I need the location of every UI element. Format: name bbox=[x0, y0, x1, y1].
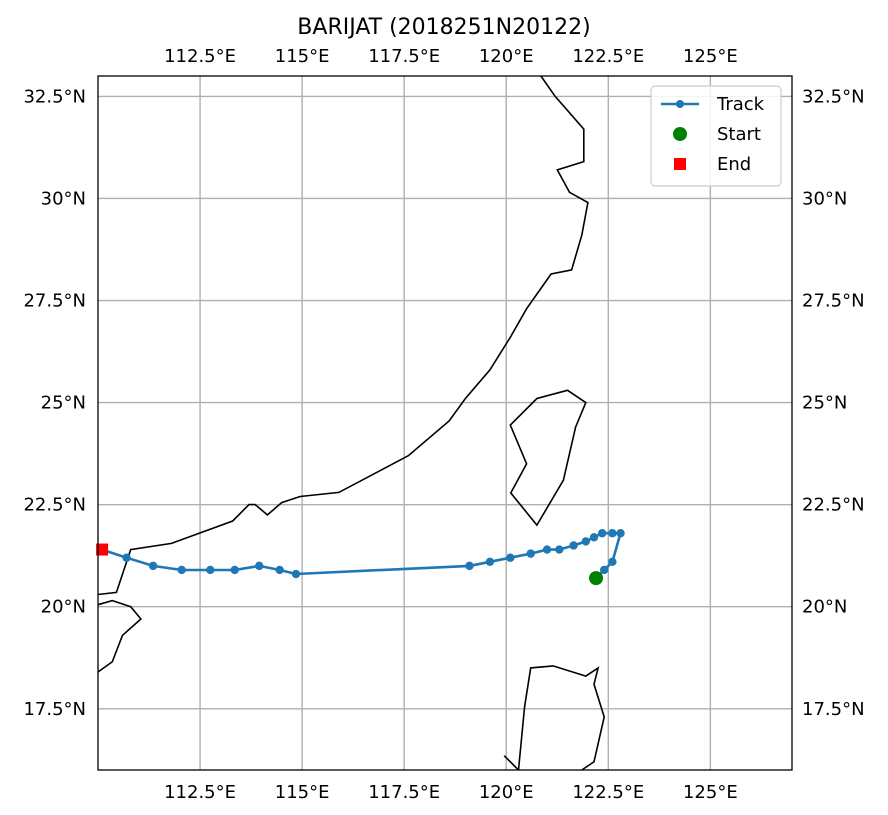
x-tick-label-bottom: 117.5°E bbox=[368, 782, 440, 803]
y-tick-label-left: 25°N bbox=[41, 393, 86, 414]
track-point bbox=[555, 545, 564, 554]
coastline bbox=[517, 665, 606, 771]
y-tick-label-left: 22.5°N bbox=[23, 495, 86, 516]
track-point bbox=[526, 549, 535, 558]
track-point bbox=[177, 565, 186, 575]
y-tick-label-left: 27.5°N bbox=[23, 291, 86, 312]
legend-label: Start bbox=[717, 124, 761, 145]
x-tick-label-top: 125°E bbox=[683, 46, 738, 67]
coastline bbox=[503, 755, 520, 771]
x-tick-label-bottom: 125°E bbox=[683, 782, 738, 803]
track-point bbox=[506, 553, 515, 562]
chart-title: BARIJAT (2018251N20122) bbox=[297, 15, 590, 40]
x-tick-label-bottom: 122.5°E bbox=[572, 782, 644, 803]
legend-label: Track bbox=[716, 94, 765, 115]
x-tick-label-top: 120°E bbox=[479, 46, 534, 67]
axis-ticks: 112.5°E 112.5°E 115°E 115°E 117.5°E 117.5°E 12… bbox=[23, 46, 864, 803]
x-tick-label-bottom: 120°E bbox=[479, 782, 534, 803]
x-tick-label-top: 115°E bbox=[275, 46, 330, 67]
track-point bbox=[275, 565, 284, 575]
legend-label: End bbox=[717, 154, 751, 175]
x-tick-label-bottom: 112.5°E bbox=[164, 782, 236, 803]
y-tick-label-left: 20°N bbox=[41, 597, 86, 618]
plot-frame bbox=[97, 75, 793, 771]
y-tick-label-left: 32.5°N bbox=[23, 86, 86, 107]
track-point bbox=[542, 545, 552, 554]
legend-swatch-end bbox=[674, 158, 686, 170]
coastline bbox=[509, 389, 587, 527]
x-tick-label-top: 117.5°E bbox=[368, 46, 440, 67]
coastline bbox=[97, 599, 143, 673]
x-tick-label-top: 112.5°E bbox=[164, 46, 236, 67]
track-point bbox=[589, 533, 599, 542]
y-tick-label-right: 30°N bbox=[802, 188, 847, 209]
y-tick-label-right: 17.5°N bbox=[802, 699, 865, 720]
coastline bbox=[97, 75, 589, 596]
x-tick-label-bottom: 115°E bbox=[275, 782, 330, 803]
track-point bbox=[569, 541, 578, 550]
track-point bbox=[122, 553, 131, 562]
y-tick-label-right: 20°N bbox=[802, 597, 847, 618]
track-point bbox=[597, 529, 607, 538]
storm-track bbox=[96, 529, 625, 586]
track-point bbox=[608, 529, 617, 538]
legend: Track Start End bbox=[650, 85, 782, 187]
legend-swatch-track-dot bbox=[676, 100, 684, 108]
track-point bbox=[230, 565, 239, 575]
y-tick-label-right: 27.5°N bbox=[802, 291, 865, 312]
y-tick-label-right: 25°N bbox=[802, 393, 847, 414]
end-marker bbox=[96, 543, 109, 556]
track-point bbox=[255, 561, 264, 571]
legend-swatch-start bbox=[673, 127, 687, 141]
track-point bbox=[206, 565, 215, 575]
y-tick-label-left: 17.5°N bbox=[23, 699, 86, 720]
track-point bbox=[600, 565, 609, 575]
y-tick-label-right: 32.5°N bbox=[802, 86, 865, 107]
track-point bbox=[465, 561, 474, 571]
track-point bbox=[291, 569, 301, 579]
track-point bbox=[581, 537, 591, 546]
start-marker bbox=[589, 571, 604, 586]
coastlines bbox=[97, 75, 606, 771]
track-point bbox=[608, 557, 617, 566]
track-point bbox=[485, 557, 495, 566]
track-point bbox=[616, 529, 625, 538]
y-tick-label-right: 22.5°N bbox=[802, 495, 865, 516]
y-tick-label-left: 30°N bbox=[41, 188, 86, 209]
track-point bbox=[148, 561, 158, 571]
x-tick-label-top: 122.5°E bbox=[572, 46, 644, 67]
